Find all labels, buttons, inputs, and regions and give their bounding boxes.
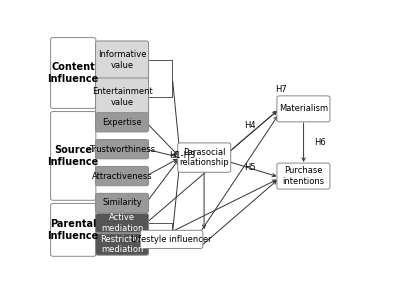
Text: Attractiveness: Attractiveness: [92, 172, 152, 181]
FancyBboxPatch shape: [178, 143, 231, 172]
Text: Entertainment
value: Entertainment value: [92, 87, 152, 107]
Text: Similarity: Similarity: [102, 198, 142, 207]
FancyBboxPatch shape: [140, 230, 203, 249]
Text: Informative
value: Informative value: [98, 50, 146, 70]
FancyBboxPatch shape: [51, 38, 96, 109]
Text: H5: H5: [244, 163, 256, 172]
FancyBboxPatch shape: [96, 140, 148, 159]
FancyBboxPatch shape: [96, 193, 148, 213]
Text: H6: H6: [314, 138, 326, 147]
FancyBboxPatch shape: [96, 113, 148, 132]
Text: Parasocial
relationship: Parasocial relationship: [179, 148, 229, 167]
Text: Content
Influence: Content Influence: [48, 62, 99, 84]
Text: H1-H3: H1-H3: [169, 151, 196, 160]
Text: Materialism: Materialism: [279, 104, 328, 113]
Text: Trustworthiness: Trustworthiness: [89, 145, 155, 154]
FancyBboxPatch shape: [96, 234, 148, 255]
FancyBboxPatch shape: [51, 203, 96, 256]
Text: Parental
Influence: Parental Influence: [48, 219, 99, 241]
Text: Expertise: Expertise: [102, 118, 142, 127]
Text: Source
Influence: Source Influence: [48, 145, 99, 167]
Text: Lifestyle influencer: Lifestyle influencer: [131, 235, 212, 244]
FancyBboxPatch shape: [96, 214, 148, 233]
FancyBboxPatch shape: [277, 96, 330, 122]
FancyBboxPatch shape: [96, 41, 148, 79]
FancyBboxPatch shape: [51, 111, 96, 200]
FancyBboxPatch shape: [96, 78, 148, 116]
FancyBboxPatch shape: [96, 166, 148, 186]
Text: Purchase
intentions: Purchase intentions: [282, 166, 324, 186]
Text: Active
mediation: Active mediation: [101, 213, 143, 233]
FancyBboxPatch shape: [277, 163, 330, 189]
Text: H4: H4: [244, 121, 256, 130]
Text: Restrictive
mediation: Restrictive mediation: [100, 235, 144, 254]
Text: H7: H7: [275, 85, 287, 94]
